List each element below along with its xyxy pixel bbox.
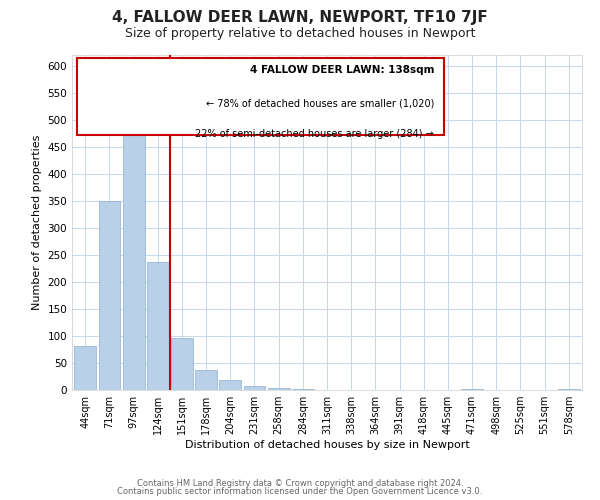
Y-axis label: Number of detached properties: Number of detached properties xyxy=(32,135,42,310)
Bar xyxy=(147,262,169,390)
Text: Size of property relative to detached houses in Newport: Size of property relative to detached ho… xyxy=(125,28,475,40)
Bar xyxy=(268,388,290,390)
Bar xyxy=(220,380,241,390)
Bar xyxy=(123,134,145,390)
Text: Contains public sector information licensed under the Open Government Licence v3: Contains public sector information licen… xyxy=(118,487,482,496)
Text: 4 FALLOW DEER LAWN: 138sqm: 4 FALLOW DEER LAWN: 138sqm xyxy=(250,65,434,75)
Text: 4, FALLOW DEER LAWN, NEWPORT, TF10 7JF: 4, FALLOW DEER LAWN, NEWPORT, TF10 7JF xyxy=(112,10,488,25)
Text: 22% of semi-detached houses are larger (284) →: 22% of semi-detached houses are larger (… xyxy=(196,128,434,138)
Bar xyxy=(195,370,217,390)
Text: Contains HM Land Registry data © Crown copyright and database right 2024.: Contains HM Land Registry data © Crown c… xyxy=(137,478,463,488)
FancyBboxPatch shape xyxy=(77,58,444,136)
Bar xyxy=(171,338,193,390)
X-axis label: Distribution of detached houses by size in Newport: Distribution of detached houses by size … xyxy=(185,440,469,450)
Bar xyxy=(98,201,121,390)
Text: ← 78% of detached houses are smaller (1,020): ← 78% of detached houses are smaller (1,… xyxy=(206,98,434,108)
Bar xyxy=(74,346,96,390)
Bar xyxy=(292,389,314,390)
Bar xyxy=(244,386,265,390)
